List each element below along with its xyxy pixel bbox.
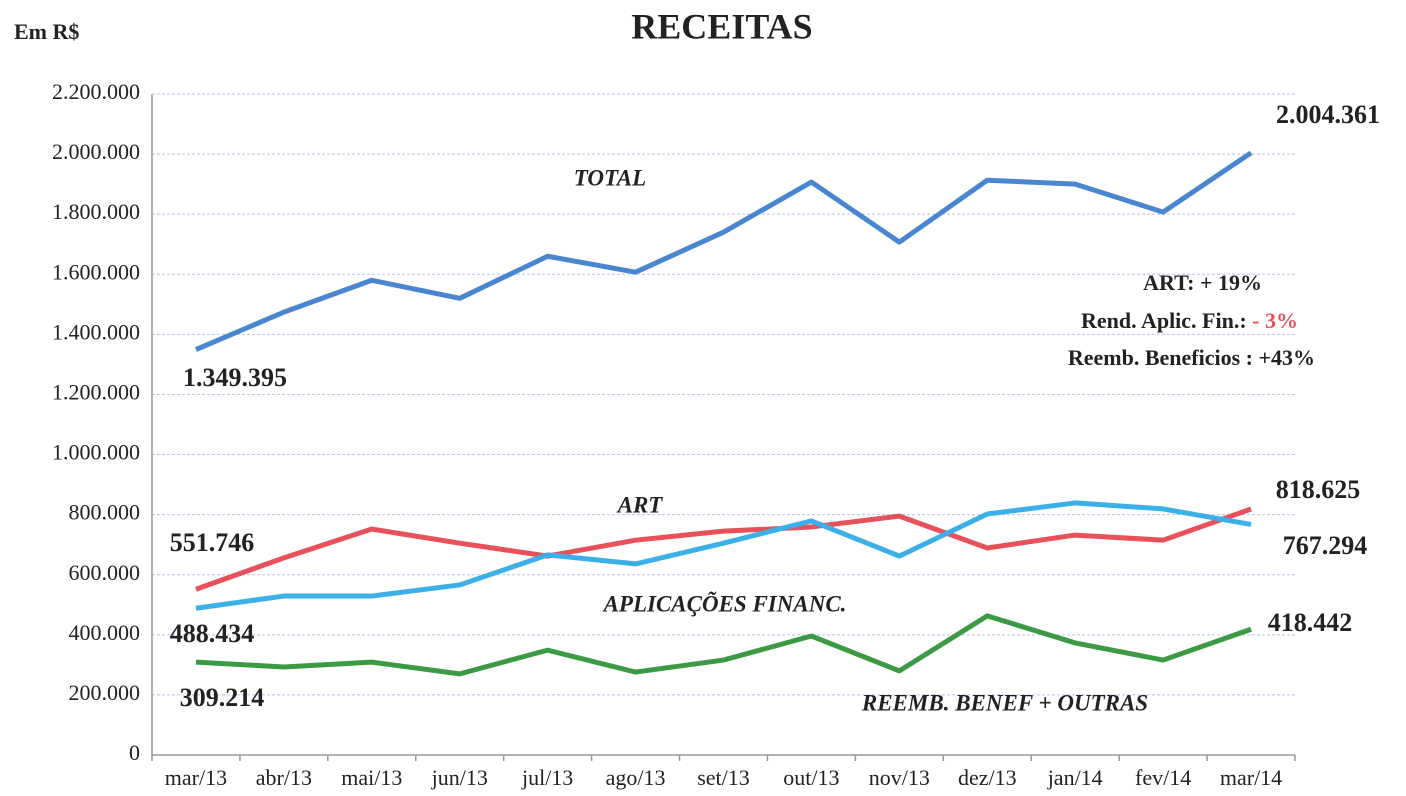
series-line	[195, 613, 1252, 677]
data-label: 1.349.395	[183, 363, 287, 392]
x-tick-label: mar/13	[165, 765, 227, 790]
x-tick-label: dez/13	[958, 765, 1017, 790]
data-label: 551.746	[170, 528, 255, 557]
series-name: APLICAÇÕES FINANC.	[602, 591, 847, 616]
y-tick-label: 2.000.000	[52, 139, 140, 164]
x-tick-label: nov/13	[869, 765, 930, 790]
x-tick-label: jan/14	[1047, 765, 1103, 790]
data-label: 818.625	[1276, 475, 1361, 504]
series-line	[194, 150, 1253, 352]
unit-label: Em R$	[14, 19, 79, 44]
y-tick-label: 1.600.000	[52, 259, 140, 284]
data-label: 309.214	[180, 683, 265, 712]
series-name: ART	[616, 492, 664, 517]
x-tick-label: jun/13	[431, 765, 488, 790]
annotation-part: Reemb. Beneficios : +43%	[1068, 345, 1315, 370]
data-label: 418.442	[1268, 608, 1353, 637]
series-name: TOTAL	[574, 165, 646, 190]
y-tick-label: 600.000	[69, 560, 141, 585]
y-tick-label: 1.200.000	[52, 380, 140, 405]
annotation: ART: + 19%	[1143, 270, 1262, 295]
annotation: Reemb. Beneficios : +43%	[1068, 345, 1315, 370]
series-line	[195, 500, 1252, 611]
x-tick-label: out/13	[783, 765, 839, 790]
x-tick-label: jul/13	[521, 765, 573, 790]
y-tick-label: 1.000.000	[52, 440, 140, 465]
x-tick-label: fev/14	[1135, 765, 1191, 790]
y-tick-label: 2.200.000	[52, 79, 140, 104]
series-line	[195, 506, 1252, 592]
annotation: Rend. Aplic. Fin.: - 3%	[1081, 308, 1298, 333]
annotation-part: Rend. Aplic. Fin.:	[1081, 308, 1247, 333]
data-label: 767.294	[1283, 531, 1368, 560]
y-tick-label: 800.000	[69, 500, 141, 525]
y-tick-label: 400.000	[69, 620, 141, 645]
y-tick-label: 1.400.000	[52, 319, 140, 344]
series-name: REEMB. BENEF + OUTRAS	[861, 690, 1148, 715]
y-tick-label: 1.800.000	[52, 199, 140, 224]
chart-title: RECEITAS	[631, 6, 812, 46]
x-tick-label: ago/13	[606, 765, 666, 790]
y-tick-label: 200.000	[69, 680, 141, 705]
x-tick-label: mar/14	[1220, 765, 1282, 790]
x-tick-label: abr/13	[256, 765, 312, 790]
data-label: 488.434	[170, 619, 255, 648]
y-tick-label: 0	[129, 740, 140, 765]
annotation-part: - 3%	[1247, 308, 1298, 333]
x-tick-label: mai/13	[341, 765, 402, 790]
data-label: 2.004.361	[1276, 100, 1380, 129]
annotation-part: ART: + 19%	[1143, 270, 1262, 295]
x-tick-label: set/13	[697, 765, 750, 790]
